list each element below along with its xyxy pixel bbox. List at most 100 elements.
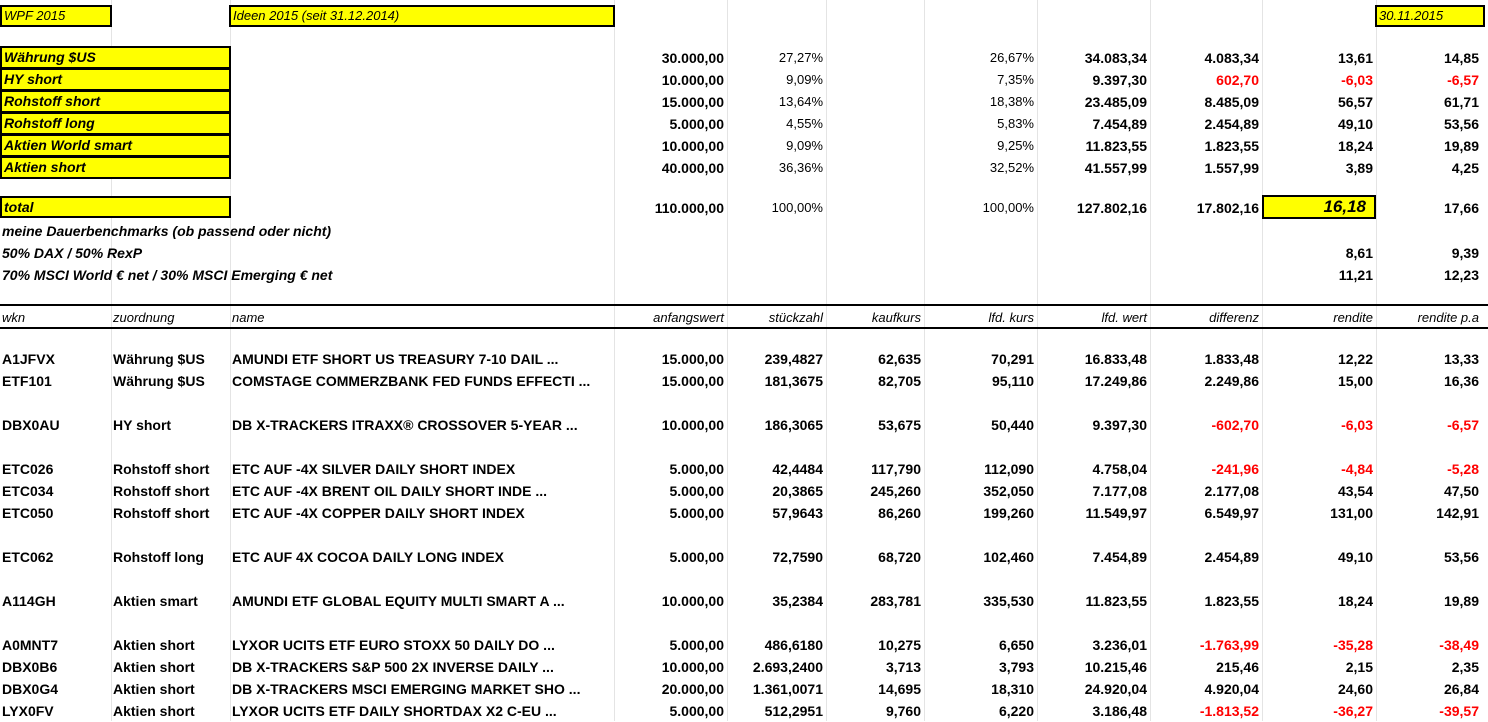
- total-pct-start[interactable]: 100,00%: [771, 200, 823, 215]
- summary-rendite-pa[interactable]: 19,89: [1443, 138, 1479, 154]
- summary-rendite[interactable]: 3,89: [1345, 160, 1373, 176]
- position-zuordnung[interactable]: Rohstoff short: [113, 483, 210, 499]
- summary-anfangswert[interactable]: 10.000,00: [661, 138, 724, 154]
- summary-rendite[interactable]: 18,24: [1337, 138, 1373, 154]
- summary-differenz[interactable]: 602,70: [1216, 72, 1259, 88]
- position-differenz[interactable]: -241,96: [1211, 461, 1259, 477]
- position-anfangswert[interactable]: 15.000,00: [661, 351, 724, 367]
- position-name[interactable]: DB X-TRACKERS S&P 500 2X INVERSE DAILY .…: [232, 659, 554, 675]
- position-wkn[interactable]: A1JFVX: [2, 351, 55, 367]
- position-wkn[interactable]: ETC034: [2, 483, 54, 499]
- position-lfd-kurs[interactable]: 352,050: [983, 483, 1034, 499]
- position-name[interactable]: ETC AUF 4X COCOA DAILY LONG INDEX: [232, 549, 504, 565]
- position-name[interactable]: DB X-TRACKERS MSCI EMERGING MARKET SHO .…: [232, 681, 581, 697]
- position-stueckzahl[interactable]: 42,4484: [772, 461, 823, 477]
- total-anfangswert[interactable]: 110.000,00: [654, 200, 724, 216]
- position-rendite[interactable]: 18,24: [1337, 593, 1373, 609]
- total-label[interactable]: total: [0, 196, 231, 218]
- position-lfd-kurs[interactable]: 50,440: [991, 417, 1034, 433]
- position-rendite-pa[interactable]: -6,57: [1447, 417, 1479, 433]
- position-stueckzahl[interactable]: 35,2384: [772, 593, 823, 609]
- position-lfd-wert[interactable]: 10.215,46: [1084, 659, 1147, 675]
- position-name[interactable]: ETC AUF -4X COPPER DAILY SHORT INDEX: [232, 505, 525, 521]
- position-rendite-pa[interactable]: -39,57: [1439, 703, 1479, 719]
- header-ideen[interactable]: Ideen 2015 (seit 31.12.2014): [229, 5, 615, 27]
- position-wkn[interactable]: ETC050: [2, 505, 54, 521]
- position-stueckzahl[interactable]: 2.693,2400: [752, 659, 823, 675]
- summary-rendite-pa[interactable]: 53,56: [1443, 116, 1479, 132]
- summary-rendite-pa[interactable]: 4,25: [1451, 160, 1479, 176]
- summary-category[interactable]: Rohstoff short: [0, 90, 231, 113]
- position-kaufkurs[interactable]: 3,713: [885, 659, 921, 675]
- position-lfd-wert[interactable]: 17.249,86: [1084, 373, 1147, 389]
- position-lfd-kurs[interactable]: 335,530: [983, 593, 1034, 609]
- position-stueckzahl[interactable]: 181,3675: [764, 373, 823, 389]
- position-differenz[interactable]: 1.823,55: [1204, 593, 1260, 609]
- position-wkn[interactable]: DBX0B6: [2, 659, 58, 675]
- position-anfangswert[interactable]: 5.000,00: [669, 549, 725, 565]
- position-name[interactable]: COMSTAGE COMMERZBANK FED FUNDS EFFECTI .…: [232, 373, 591, 389]
- position-zuordnung[interactable]: HY short: [113, 417, 172, 433]
- position-lfd-kurs[interactable]: 70,291: [991, 351, 1034, 367]
- position-zuordnung[interactable]: Währung $US: [113, 373, 205, 389]
- position-anfangswert[interactable]: 5.000,00: [669, 483, 725, 499]
- position-differenz[interactable]: -1.813,52: [1199, 703, 1259, 719]
- summary-lfd-wert[interactable]: 41.557,99: [1084, 160, 1147, 176]
- position-kaufkurs[interactable]: 62,635: [878, 351, 921, 367]
- summary-anfangswert[interactable]: 10.000,00: [661, 72, 724, 88]
- position-kaufkurs[interactable]: 68,720: [878, 549, 921, 565]
- position-anfangswert[interactable]: 5.000,00: [669, 703, 725, 719]
- summary-rendite-pa[interactable]: 14,85: [1443, 50, 1479, 66]
- position-differenz[interactable]: -1.763,99: [1199, 637, 1259, 653]
- position-rendite-pa[interactable]: 19,89: [1443, 593, 1479, 609]
- position-lfd-wert[interactable]: 11.549,97: [1085, 505, 1147, 521]
- summary-category[interactable]: Rohstoff long: [0, 112, 231, 135]
- position-differenz[interactable]: 2.177,08: [1204, 483, 1260, 499]
- summary-rendite[interactable]: 13,61: [1337, 50, 1373, 66]
- position-lfd-wert[interactable]: 3.186,48: [1092, 703, 1148, 719]
- total-lfd-wert[interactable]: 127.802,16: [1076, 200, 1147, 216]
- summary-rendite-pa[interactable]: 61,71: [1443, 94, 1479, 110]
- summary-differenz[interactable]: 4.083,34: [1204, 50, 1260, 66]
- position-rendite[interactable]: 12,22: [1337, 351, 1373, 367]
- position-stueckzahl[interactable]: 20,3865: [772, 483, 823, 499]
- col-lfd-kurs[interactable]: lfd. kurs: [988, 310, 1034, 325]
- position-rendite[interactable]: -35,28: [1333, 637, 1373, 653]
- benchmark-2-rendite[interactable]: 11,21: [1338, 267, 1373, 283]
- position-anfangswert[interactable]: 10.000,00: [661, 659, 724, 675]
- position-kaufkurs[interactable]: 10,275: [878, 637, 921, 653]
- summary-pct-current[interactable]: 5,83%: [997, 116, 1034, 131]
- position-rendite[interactable]: -36,27: [1333, 703, 1373, 719]
- position-rendite[interactable]: 2,15: [1345, 659, 1373, 675]
- position-rendite[interactable]: 15,00: [1337, 373, 1373, 389]
- position-rendite-pa[interactable]: -5,28: [1447, 461, 1479, 477]
- position-rendite-pa[interactable]: 16,36: [1443, 373, 1479, 389]
- position-differenz[interactable]: 2.249,86: [1204, 373, 1260, 389]
- position-kaufkurs[interactable]: 82,705: [878, 373, 921, 389]
- position-stueckzahl[interactable]: 57,9643: [772, 505, 823, 521]
- summary-anfangswert[interactable]: 15.000,00: [661, 94, 724, 110]
- position-name[interactable]: LYXOR UCITS ETF DAILY SHORTDAX X2 C-EU .…: [232, 703, 557, 719]
- position-wkn[interactable]: LYX0FV: [2, 703, 54, 719]
- position-lfd-wert[interactable]: 7.454,89: [1092, 549, 1148, 565]
- position-name[interactable]: ETC AUF -4X BRENT OIL DAILY SHORT INDE .…: [232, 483, 548, 499]
- position-kaufkurs[interactable]: 117,790: [871, 461, 921, 477]
- position-lfd-kurs[interactable]: 112,090: [984, 461, 1034, 477]
- position-differenz[interactable]: 2.454,89: [1204, 549, 1260, 565]
- position-stueckzahl[interactable]: 512,2951: [764, 703, 823, 719]
- position-kaufkurs[interactable]: 245,260: [870, 483, 921, 499]
- position-rendite-pa[interactable]: 47,50: [1443, 483, 1479, 499]
- position-rendite[interactable]: 24,60: [1337, 681, 1373, 697]
- position-anfangswert[interactable]: 20.000,00: [661, 681, 724, 697]
- summary-differenz[interactable]: 1.557,99: [1204, 160, 1260, 176]
- position-zuordnung[interactable]: Währung $US: [113, 351, 205, 367]
- col-rendite-pa[interactable]: rendite p.a: [1417, 310, 1479, 325]
- position-lfd-kurs[interactable]: 18,310: [991, 681, 1034, 697]
- position-anfangswert[interactable]: 5.000,00: [669, 505, 725, 521]
- position-stueckzahl[interactable]: 486,6180: [764, 637, 823, 653]
- position-anfangswert[interactable]: 10.000,00: [661, 417, 724, 433]
- position-stueckzahl[interactable]: 186,3065: [764, 417, 823, 433]
- position-rendite-pa[interactable]: 53,56: [1443, 549, 1479, 565]
- position-differenz[interactable]: 1.833,48: [1204, 351, 1260, 367]
- position-rendite-pa[interactable]: -38,49: [1439, 637, 1479, 653]
